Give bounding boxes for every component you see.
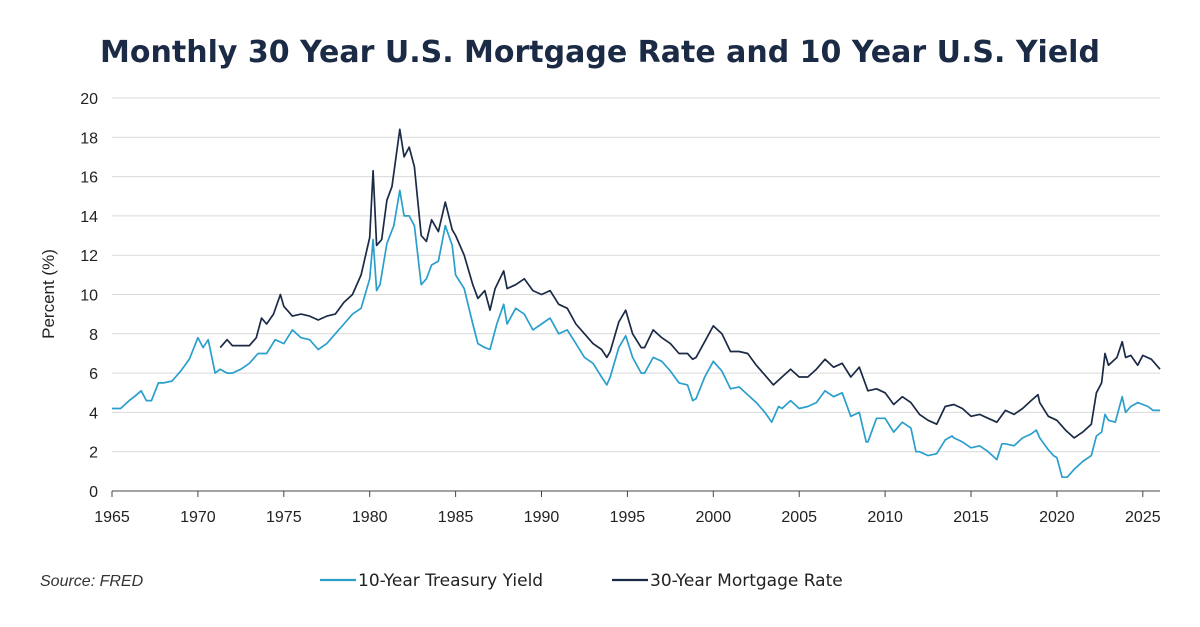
- y-tick-label: 6: [89, 366, 98, 383]
- x-tick-label: 2005: [781, 509, 817, 526]
- y-axis-ticks: 0 2 4 6 8 10 12 14 16 18 20: [80, 91, 98, 501]
- y-tick-label: 4: [89, 405, 98, 422]
- series-line-treasury: [112, 189, 1160, 479]
- y-tick-label: 0: [89, 484, 98, 501]
- x-tick-label: 2000: [696, 509, 732, 526]
- x-tick-label: 1985: [438, 509, 474, 526]
- y-tick-label: 16: [80, 170, 98, 187]
- y-tick-label: 20: [80, 91, 98, 108]
- series-lines: [112, 128, 1161, 479]
- x-tick-label: 1970: [180, 509, 216, 526]
- x-tick-label: 1995: [610, 509, 646, 526]
- y-tick-label: 18: [80, 130, 98, 147]
- y-tick-label: 14: [80, 209, 98, 226]
- y-tick-label: 8: [89, 327, 98, 344]
- y-tick-label: 2: [89, 445, 98, 462]
- x-tick-label: 2020: [1039, 509, 1075, 526]
- legend-label-mortgage: 30-Year Mortgage Rate: [650, 571, 843, 591]
- x-tick-label: 1980: [352, 509, 388, 526]
- chart-title: Monthly 30 Year U.S. Mortgage Rate and 1…: [100, 35, 1100, 70]
- gridlines: [112, 97, 1160, 453]
- legend-label-treasury: 10-Year Treasury Yield: [358, 571, 543, 591]
- x-axis-ticks: 1965 1970 1975 1980 1985 1990 1995 2000 2005 2010…: [94, 491, 1161, 526]
- y-axis-label: Percent (%): [39, 249, 58, 339]
- x-tick-label: 1975: [266, 509, 302, 526]
- y-tick-label: 12: [80, 248, 98, 265]
- x-tick-label: 2010: [867, 509, 903, 526]
- x-tick-label: 1965: [94, 509, 130, 526]
- x-tick-label: 2015: [953, 509, 989, 526]
- y-tick-label: 10: [80, 288, 98, 305]
- x-tick-label: 2025: [1125, 509, 1161, 526]
- x-tick-label: 1990: [524, 509, 560, 526]
- legend: 10-Year Treasury Yield 30-Year Mortgage …: [320, 571, 843, 591]
- source-note: Source: FRED: [40, 573, 144, 590]
- series-line-mortgage: [219, 128, 1161, 439]
